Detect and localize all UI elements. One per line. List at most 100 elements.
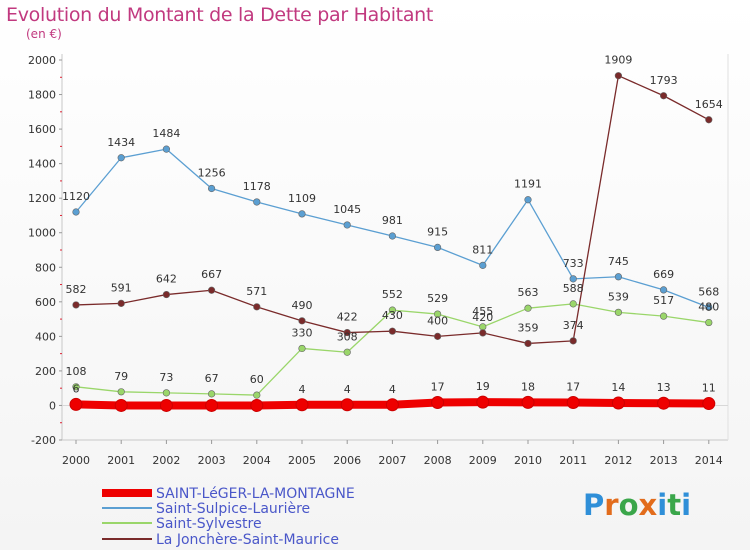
x-tick-label: 2006 (333, 454, 361, 467)
data-label: 1120 (62, 190, 90, 203)
data-point (69, 397, 83, 411)
data-point (434, 332, 442, 340)
y-tick-label: 200 (35, 365, 56, 378)
data-point (569, 300, 577, 308)
x-tick-label: 2000 (62, 454, 90, 467)
y-tick-label: 2000 (28, 54, 56, 67)
data-point (205, 398, 219, 412)
data-label: 667 (201, 268, 222, 281)
data-label: 733 (563, 257, 584, 270)
data-point (298, 317, 306, 325)
data-point (434, 243, 442, 252)
x-tick-label: 2002 (152, 454, 180, 467)
data-label: 1434 (107, 136, 135, 149)
logo-letter: t (667, 488, 682, 522)
data-label: 642 (156, 273, 177, 286)
data-point (479, 323, 487, 331)
data-point (524, 304, 532, 312)
data-point (434, 310, 442, 318)
data-label: 490 (292, 299, 313, 312)
data-label: 1484 (152, 127, 180, 140)
data-point (162, 290, 170, 299)
y-tick-label: 400 (35, 330, 56, 343)
data-label: 552 (382, 288, 403, 301)
data-point (705, 116, 713, 124)
x-tick-label: 2011 (559, 454, 587, 467)
data-label: 400 (427, 314, 448, 327)
data-label: 422 (337, 311, 358, 324)
data-point (659, 286, 668, 294)
data-label: 1045 (333, 203, 361, 216)
x-tick-label: 2008 (424, 454, 452, 467)
y-tick-label: 1400 (28, 158, 56, 171)
data-point (208, 390, 216, 398)
x-tick-label: 2001 (107, 454, 135, 467)
data-label: 73 (159, 371, 173, 384)
x-tick-label: 2010 (514, 454, 542, 467)
data-point (524, 196, 532, 204)
data-label: 430 (382, 309, 403, 322)
chart-axes: -200 0 200 400 600 800 1000 1200 1400 1600 1800 200… (28, 54, 729, 467)
data-label: 60 (250, 373, 264, 386)
chart-data-labels: 6 4 4 4 17 19 18 17 14 13 11 1120 1434 1484 1256 1178 11… (62, 54, 723, 396)
data-point (705, 303, 713, 311)
data-label: 1654 (695, 98, 723, 111)
data-label: 4 (299, 383, 306, 396)
data-point (340, 398, 354, 412)
legend-label: Saint-Sulpice-Laurière (156, 501, 310, 517)
data-label: 455 (472, 305, 493, 318)
data-label: 17 (431, 381, 445, 394)
y-tick-label: 1000 (28, 227, 56, 240)
data-point (659, 312, 668, 320)
y-tick-label: 600 (35, 296, 56, 309)
data-label: 4 (389, 383, 396, 396)
legend-label: Saint-Sylvestre (156, 516, 262, 532)
data-point (72, 208, 80, 216)
data-label: 308 (337, 330, 358, 343)
data-point (388, 327, 397, 335)
x-tick-label: 2009 (469, 454, 497, 467)
data-point (343, 221, 351, 229)
data-point (114, 398, 128, 412)
data-point (659, 92, 668, 100)
y-tick-label: -200 (31, 434, 56, 447)
data-label: 591 (111, 281, 132, 294)
data-label: 981 (382, 214, 403, 227)
data-point (162, 145, 170, 153)
data-label: 571 (246, 285, 267, 298)
chart-subtitle: (en €) (26, 27, 62, 41)
x-tick-label: 2005 (288, 454, 316, 467)
data-point (385, 398, 399, 412)
logo-letter: o (618, 488, 639, 522)
legend-label: La Jonchère-Saint-Maurice (156, 532, 339, 548)
data-label: 1793 (650, 74, 678, 87)
data-point (388, 306, 397, 314)
data-label: 915 (427, 225, 448, 238)
data-label: 811 (472, 243, 493, 256)
data-label: 13 (657, 381, 671, 394)
data-point (117, 154, 125, 162)
data-point (250, 398, 264, 412)
data-label: 1909 (604, 54, 632, 67)
logo-letter: x (638, 488, 658, 522)
y-tick-label: 800 (35, 261, 56, 274)
data-label: 529 (427, 292, 448, 305)
data-label: 11 (702, 382, 716, 395)
x-tick-label: 2007 (378, 454, 406, 467)
data-label: 517 (653, 294, 674, 307)
data-point (705, 318, 713, 327)
data-point (569, 337, 577, 345)
x-tick-label: 2014 (695, 454, 723, 467)
data-point (611, 396, 625, 410)
data-point (569, 275, 577, 283)
data-label: 6 (73, 382, 80, 395)
data-point (614, 308, 623, 316)
logo-letter: r (604, 488, 619, 522)
data-label: 359 (518, 321, 539, 334)
data-point (343, 328, 351, 337)
chart-title: Evolution du Montant de la Dette par Hab… (6, 4, 434, 26)
logo-letter: i (657, 488, 668, 522)
data-label: 1256 (198, 167, 226, 180)
data-label: 17 (566, 381, 580, 394)
